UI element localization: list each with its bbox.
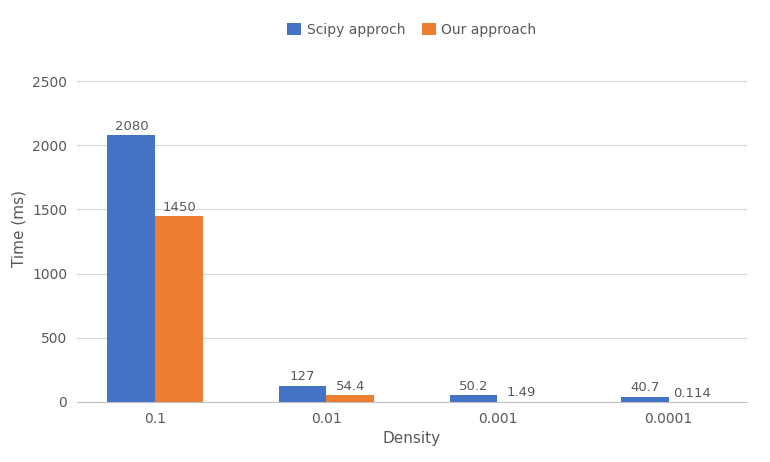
Text: 40.7: 40.7 <box>630 382 659 395</box>
Text: 50.2: 50.2 <box>459 380 488 393</box>
Bar <box>450 395 497 402</box>
Text: 0.114: 0.114 <box>674 387 711 400</box>
Bar <box>279 386 326 402</box>
Text: 1.49: 1.49 <box>507 386 536 400</box>
Text: 127: 127 <box>290 371 315 383</box>
Bar <box>621 397 668 402</box>
X-axis label: Density: Density <box>383 431 441 446</box>
Legend: Scipy approch, Our approach: Scipy approch, Our approach <box>282 18 542 43</box>
Bar <box>156 216 203 402</box>
Y-axis label: Time (ms): Time (ms) <box>12 190 27 267</box>
Text: 2080: 2080 <box>115 120 148 133</box>
Text: 1450: 1450 <box>162 201 196 213</box>
Text: 54.4: 54.4 <box>336 380 365 393</box>
Bar <box>326 395 374 402</box>
Bar <box>108 135 156 402</box>
